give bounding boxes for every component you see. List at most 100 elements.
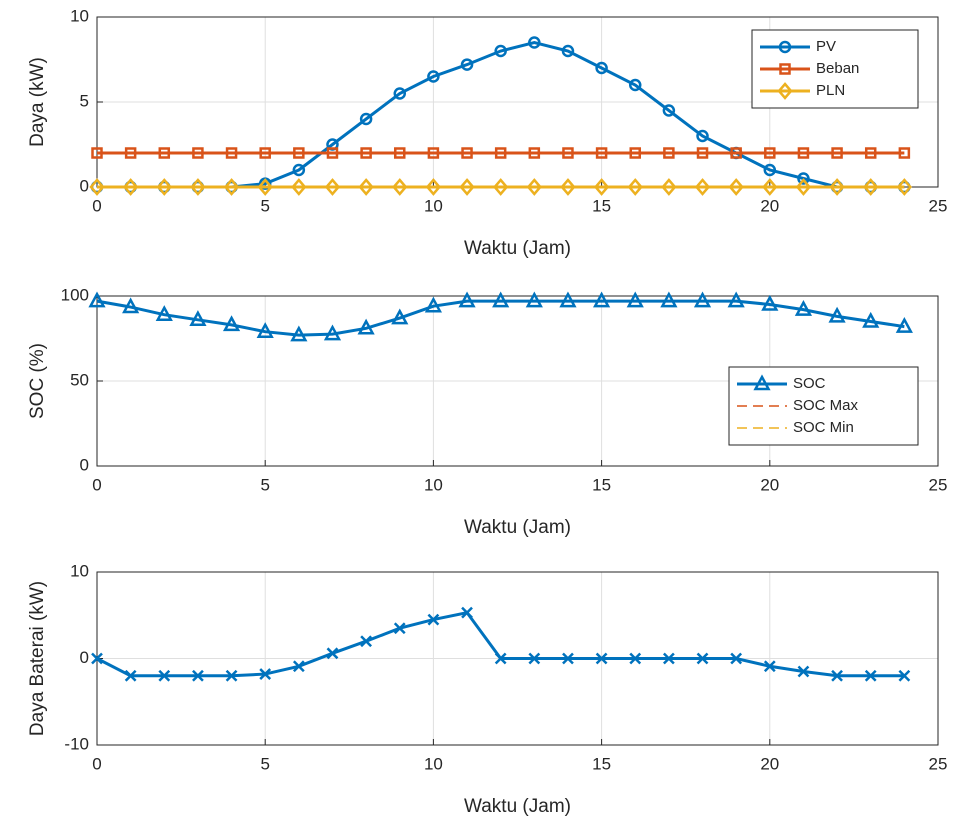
data-point [122,178,139,196]
data-point [158,669,171,682]
data-point [461,606,473,619]
data-point [595,61,608,75]
data-point [863,178,879,196]
data-point [730,147,742,159]
data-point [763,660,776,673]
x-tick-label: 5 [260,754,269,773]
x-tick-label: 25 [929,754,948,773]
data-point [898,669,911,682]
data-point [696,652,709,665]
x-tick-label: 20 [760,475,779,494]
data-point [256,322,274,338]
y-tick-label: 10 [70,561,89,580]
data-point [225,669,238,682]
data-point [424,296,442,313]
data-point [225,147,238,159]
subplot: 0 5 10 15 20 25 0 5 10 Waktu (Jam) Daya (kW) PV Beba… [27,6,947,259]
x-tick-label: 0 [92,196,101,215]
x-tick-label: 10 [424,475,443,494]
x-axis-label: Waktu (Jam) [464,517,571,538]
data-point [663,147,675,159]
data-point [326,647,339,660]
x-axis-label: Waktu (Jam) [464,796,571,817]
data-point [292,660,305,673]
data-point [762,178,778,196]
data-point [494,652,507,665]
data-point [357,318,375,335]
data-point [427,70,440,83]
x-tick-label: 25 [929,196,948,215]
legend-marker [778,40,792,54]
data-point [562,147,574,159]
data-point [158,147,171,159]
data-point [155,305,173,321]
legend-label: PV [816,38,836,55]
data-point [528,652,541,665]
data-point [728,178,744,196]
x-tick-label: 10 [424,754,443,773]
data-point [190,178,206,196]
data-point [862,311,880,328]
data-point [293,147,305,159]
data-point [864,147,877,159]
legend: PV Beban PLN [751,29,919,109]
series-line [96,299,905,337]
data-point [628,78,642,92]
legend-label: SOC Max [793,397,859,414]
y-tick-label: 5 [80,91,89,110]
data-point [223,178,240,196]
data-point [561,44,575,58]
data-point [460,58,474,71]
data-point [562,652,574,665]
data-point [829,178,845,196]
data-point [393,87,407,100]
data-point [122,297,140,314]
data-point [461,147,473,159]
data-point [425,178,442,196]
data-point [693,291,712,308]
data-point [326,147,339,159]
data-point [896,178,913,196]
data-point [259,668,272,680]
x-tick-label: 15 [592,754,611,773]
y-tick-label: 50 [70,370,89,389]
data-point [595,652,608,665]
data-point [831,147,843,159]
y-tick-label: 0 [80,648,89,667]
data-point [427,147,440,159]
data-point [257,178,273,196]
legend-marker [753,374,771,391]
axes-box [96,295,939,467]
data-point [292,163,306,177]
data-point [696,147,709,159]
data-point [661,178,677,196]
legend-marker [779,63,791,75]
data-point [795,178,812,196]
data-point [358,178,374,196]
x-tick-label: 10 [424,196,443,215]
data-point [391,308,409,325]
data-point [222,315,241,332]
x-tick-label: 5 [260,475,269,494]
data-point [797,147,810,159]
data-point [494,44,507,58]
data-point [794,299,813,316]
legend-label: SOC [793,375,826,392]
legend-label: SOC Min [793,419,854,436]
x-tick-label: 20 [760,754,779,773]
y-axis-label: Daya (kW) [27,57,48,147]
data-point [528,147,541,159]
data-point [291,178,307,196]
data-point [89,178,105,196]
data-point [593,291,611,308]
data-point [324,178,341,196]
data-point [730,652,743,665]
data-point [459,178,475,196]
data-point [831,669,843,682]
legend-label: Beban [816,60,859,77]
data-point [393,622,406,635]
data-point [662,652,675,665]
data-point [761,294,779,311]
y-tick-label: 100 [61,285,89,304]
data-point [525,291,543,308]
